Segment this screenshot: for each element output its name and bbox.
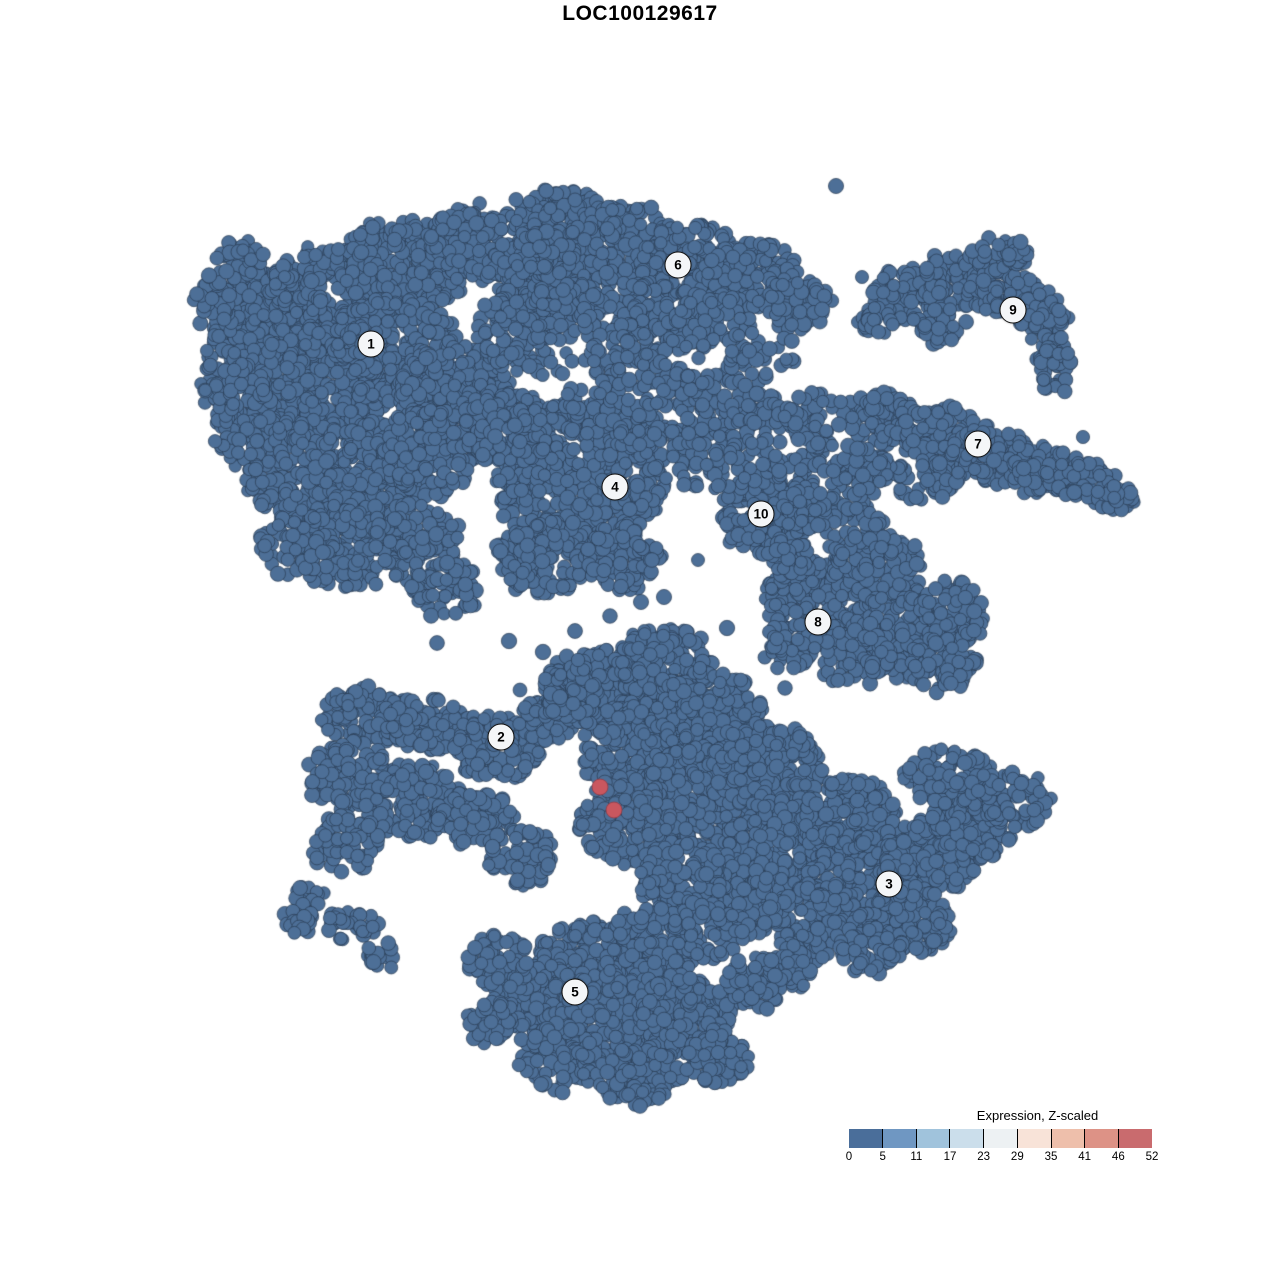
legend-tick-52: 52 [1145, 1151, 1159, 1163]
legend-tick-41: 41 [1078, 1151, 1092, 1163]
expression-legend: Expression, Z-scaled 0 5 11 17 23 29 35 41 46 52 [845, 1108, 1159, 1167]
legend-segment-0 [849, 1129, 883, 1148]
legend-tick-29: 29 [1010, 1151, 1024, 1163]
legend-tick-17: 17 [943, 1151, 957, 1163]
legend-segment-2 [916, 1129, 951, 1148]
legend-tick-labels: 0 5 11 17 23 29 35 41 46 52 [845, 1151, 1159, 1167]
legend-tick-23: 23 [977, 1151, 991, 1163]
legend-segment-6 [1051, 1129, 1086, 1148]
legend-segment-4 [984, 1129, 1018, 1148]
legend-segment-5 [1017, 1129, 1052, 1148]
legend-segment-1 [882, 1129, 917, 1148]
legend-title: Expression, Z-scaled [976, 1108, 1099, 1123]
legend-segment-8 [1119, 1129, 1153, 1148]
legend-tick-46: 46 [1111, 1151, 1125, 1163]
legend-segment-7 [1085, 1129, 1120, 1148]
legend-colorbar [849, 1129, 1153, 1148]
legend-tick-5: 5 [879, 1151, 886, 1163]
legend-tick-0: 0 [845, 1151, 853, 1163]
legend-tick-35: 35 [1044, 1151, 1058, 1163]
legend-tick-11: 11 [910, 1151, 923, 1163]
legend-segment-3 [950, 1129, 985, 1148]
plot-title: LOC100129617 [562, 2, 718, 25]
